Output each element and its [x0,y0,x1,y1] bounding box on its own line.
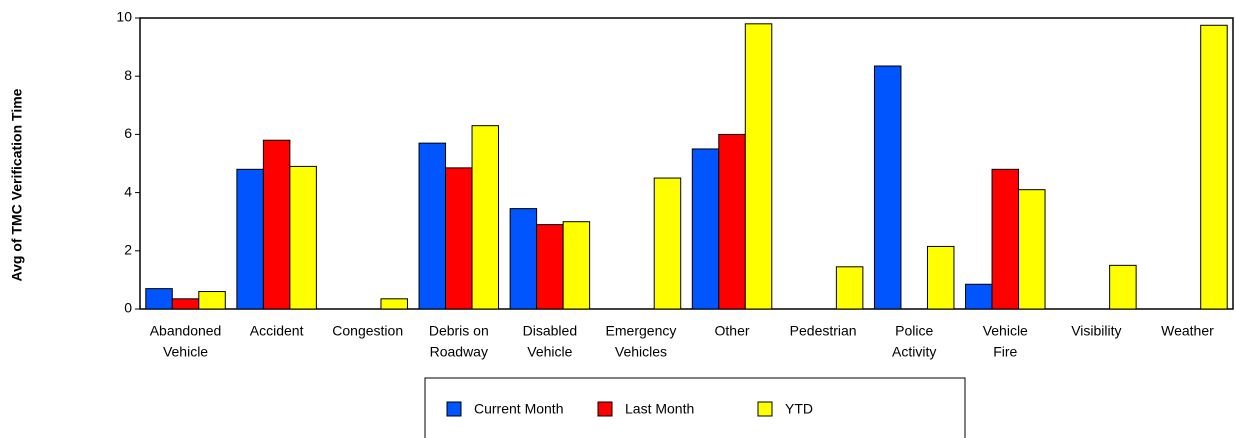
bar [418,142,447,310]
legend-label: YTD [785,401,813,417]
x-tick-label: Vehicles [615,344,667,360]
legend-swatch [446,401,462,417]
bar [445,167,473,310]
bar [1018,189,1046,310]
bar [262,139,291,310]
bar [536,224,564,310]
x-tick-label: Debris on [429,323,489,339]
bar [744,23,773,310]
x-tick-label: Emergency [606,323,677,339]
legend-swatch [597,401,613,417]
y-tick-label: 8 [124,67,132,83]
bar [965,283,993,310]
x-tick-label: Vehicle [983,323,1028,339]
bar [926,245,955,310]
x-tick-label: Vehicle [163,344,208,360]
legend-label: Current Month [474,401,563,417]
bar [471,125,500,310]
bar [145,288,173,310]
legend-label: Last Month [625,401,694,417]
y-tick-label: 0 [124,300,132,316]
bar [380,298,408,310]
bar [653,177,682,310]
x-tick-label: Abandoned [150,323,222,339]
bar [835,266,864,310]
bar [718,133,746,310]
plot-frame [139,17,1234,310]
bar [236,168,264,310]
legend-box [424,377,966,438]
y-tick-label: 2 [124,242,132,258]
bar [873,65,902,310]
bar [1200,24,1228,310]
x-tick-label: Congestion [332,323,403,339]
x-tick-label: Accident [250,323,304,339]
x-tick-label: Pedestrian [790,323,857,339]
bar [1109,264,1137,310]
x-tick-label: Disabled [523,323,577,339]
x-tick-label: Fire [993,344,1017,360]
y-tick-label: 6 [124,125,132,141]
bar [171,298,200,310]
bar [691,148,720,310]
y-tick-label: 10 [116,9,132,25]
bar [991,168,1020,310]
x-tick-label: Weather [1161,323,1214,339]
x-tick-label: Activity [892,344,936,360]
x-tick-label: Other [715,323,750,339]
y-tick-label: 4 [124,183,132,199]
bar [562,221,591,310]
x-tick-label: Visibility [1071,323,1121,339]
bar [198,291,226,310]
x-tick-label: Vehicle [527,344,572,360]
x-tick-label: Roadway [430,344,488,360]
y-axis-label: Avg of TMC Verification Time [9,88,25,281]
x-tick-label: Police [895,323,933,339]
bar [289,165,317,310]
bar [509,208,538,310]
legend-swatch [757,401,773,417]
